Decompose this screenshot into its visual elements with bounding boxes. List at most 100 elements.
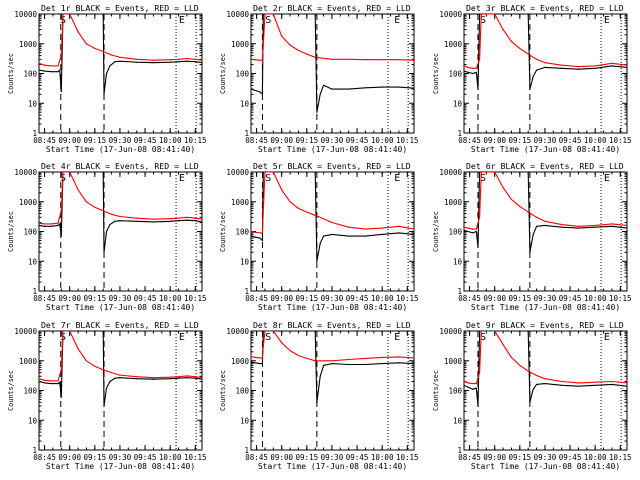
marker-s: S <box>480 173 486 184</box>
data-point <box>502 344 504 346</box>
data-point <box>479 372 481 374</box>
data-point <box>289 350 291 352</box>
marker-e: E <box>604 15 610 26</box>
data-point <box>262 172 264 173</box>
data-point <box>281 35 283 37</box>
data-point <box>60 396 62 398</box>
data-point <box>480 14 482 15</box>
x-tick-label: 10:15 <box>609 294 632 303</box>
series-group <box>251 14 414 113</box>
data-point <box>178 217 180 219</box>
y-tick-label: 10 <box>240 99 250 108</box>
y-tick-label: 1000 <box>19 357 38 366</box>
data-point <box>251 88 252 90</box>
data-point <box>105 230 108 233</box>
data-point <box>152 218 154 220</box>
data-point <box>259 237 261 239</box>
data-point <box>111 54 113 56</box>
data-point <box>57 222 59 224</box>
series-events-line <box>39 14 202 95</box>
y-tick-label: 1000 <box>231 40 250 49</box>
data-point <box>532 233 534 235</box>
marker-e: E <box>394 173 400 184</box>
y-tick-label: 10 <box>28 416 38 425</box>
x-tick-label: 09:30 <box>321 136 344 145</box>
y-axis-label: Counts/sec <box>432 53 440 94</box>
data-point <box>57 71 59 73</box>
data-point <box>169 218 171 220</box>
y-tick-label: 100 <box>23 228 37 237</box>
data-point <box>119 377 121 379</box>
data-point <box>467 227 469 229</box>
y-tick-label: 1 <box>244 287 249 296</box>
data-point <box>381 227 383 229</box>
y-tick-label: 100 <box>448 387 462 396</box>
data-point <box>626 227 627 229</box>
data-point <box>264 14 266 15</box>
data-point <box>281 172 283 173</box>
y-tick-label: 1 <box>457 287 462 296</box>
series-events-line <box>251 172 414 262</box>
x-tick-label: 10:15 <box>609 136 632 145</box>
marker-e: E <box>394 15 400 26</box>
data-point <box>561 384 563 386</box>
data-point <box>611 223 613 225</box>
data-point <box>413 87 414 89</box>
data-point <box>194 58 196 60</box>
data-point <box>594 67 596 69</box>
data-point <box>105 387 108 389</box>
panel-1: Det 1r BLACK = Events, RED = LLD 1 10 100 10… <box>7 3 207 154</box>
data-point <box>186 216 188 218</box>
y-tick-label: 10 <box>453 99 463 108</box>
data-point <box>254 356 256 358</box>
marker-e: E <box>604 332 610 343</box>
series-group <box>39 172 202 253</box>
data-point <box>254 236 256 238</box>
marker-s: S <box>265 332 271 343</box>
data-point <box>169 378 171 380</box>
data-point <box>364 357 366 359</box>
y-tick-label: 1000 <box>231 357 250 366</box>
x-tick-label: 09:45 <box>346 294 369 303</box>
data-point <box>577 225 580 227</box>
data-point <box>103 251 105 253</box>
data-point <box>119 215 121 218</box>
x-tick-label: 08:45 <box>458 136 481 145</box>
data-point <box>464 380 465 383</box>
data-point <box>254 59 256 61</box>
data-point <box>532 388 534 390</box>
data-point <box>626 385 627 387</box>
data-point <box>464 229 465 231</box>
data-point <box>297 354 299 357</box>
data-point <box>467 230 469 233</box>
x-tick-label: 09:00 <box>58 294 81 303</box>
data-point <box>364 228 366 230</box>
data-point <box>532 75 534 77</box>
panel-title: Det 2r BLACK = Events, RED = LLD <box>253 3 411 13</box>
y-tick-label: 1 <box>457 129 462 138</box>
x-tick-label: 09:00 <box>483 294 506 303</box>
x-tick-label: 10:15 <box>396 294 419 303</box>
x-tick-label: 09:45 <box>346 136 369 145</box>
data-point <box>381 86 383 88</box>
y-axis-label: Counts/sec <box>7 370 15 411</box>
data-point <box>561 64 563 66</box>
data-point <box>261 239 263 242</box>
data-point <box>152 62 154 64</box>
data-point <box>94 365 96 367</box>
data-point <box>201 377 202 379</box>
data-point <box>561 224 563 226</box>
panel-9: Det 9r BLACK = Events, RED = LLD 1 10 100 10… <box>432 320 632 471</box>
data-point <box>529 88 531 90</box>
data-point <box>44 379 46 381</box>
data-point <box>62 14 64 15</box>
x-axis-label: Start Time (17-Jun-08 08:41:40) <box>471 145 620 154</box>
data-point <box>364 235 366 237</box>
series-events-line <box>464 14 627 90</box>
data-point <box>44 223 46 225</box>
y-tick-label: 100 <box>448 70 462 79</box>
data-point <box>194 220 196 222</box>
data-point <box>611 225 613 227</box>
data-point <box>136 378 138 380</box>
data-point <box>186 377 188 379</box>
